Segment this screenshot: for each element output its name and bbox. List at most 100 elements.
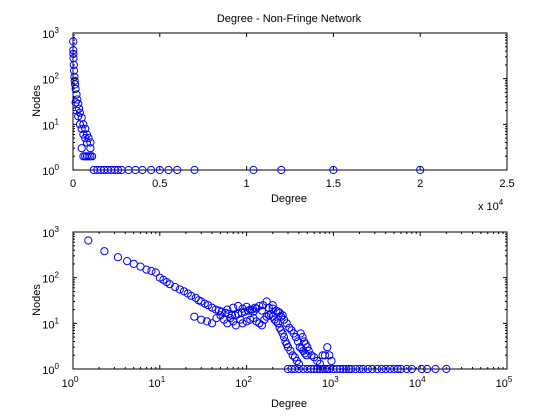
top-y-tick-exponent: 0 [55, 163, 60, 172]
bottom-y-tick-label: 100 [42, 362, 59, 377]
bottom-data-point [285, 323, 294, 332]
bottom-data-point [238, 319, 247, 328]
bottom-data-point [313, 356, 322, 366]
top-data-point [72, 90, 81, 99]
bottom-plot-area [72, 231, 508, 370]
bottom-data-point [327, 356, 336, 366]
bottom-data-point [325, 351, 334, 360]
bottom-data-point [282, 319, 291, 328]
top-x-multiplier-text: x 10 [478, 201, 499, 213]
bottom-y-tick-base: 10 [42, 228, 54, 240]
bottom-data-point [342, 364, 351, 374]
top-data-point [70, 76, 79, 85]
bottom-data-point [171, 283, 180, 292]
bottom-data-point [310, 364, 319, 374]
top-subplot: Degree - Non-Fringe Network 0 0.5 1 1.5 2 2.5… [31, 13, 515, 213]
bottom-y-tick-exponent: 1 [55, 316, 60, 325]
bottom-x-tick-base: 10 [409, 378, 421, 390]
bottom-data-point [238, 304, 247, 313]
top-data-point [72, 106, 81, 115]
top-data-point [74, 112, 83, 121]
bottom-data-point [202, 317, 212, 326]
bottom-data-point [339, 364, 348, 374]
bottom-data-point [313, 364, 322, 374]
bottom-data-point [268, 301, 277, 310]
bottom-data-point [298, 333, 307, 342]
top-y-tick-label: 102 [42, 72, 59, 87]
bottom-y-tick-base: 10 [42, 319, 54, 331]
bottom-data-point [277, 312, 286, 321]
bottom-data-point [347, 364, 356, 374]
bottom-y-tick-base: 10 [42, 365, 54, 377]
top-x-tick-labels: 0 0.5 1 1.5 2 2.5 [70, 33, 515, 190]
top-x-axis-label: Degree [271, 193, 307, 205]
bottom-data-point [423, 364, 432, 374]
bottom-data-point [381, 364, 390, 374]
top-data-point [86, 138, 95, 147]
top-x-tick-label: 2.5 [499, 178, 514, 190]
top-data-point [69, 66, 79, 75]
bottom-data-point [320, 351, 330, 360]
top-data-point [69, 49, 78, 58]
bottom-data-point [373, 364, 382, 374]
bottom-x-tick-exponent: 4 [421, 375, 426, 384]
top-y-tick-exponent: 3 [55, 26, 60, 35]
top-x-tick-label: 1.5 [326, 178, 341, 190]
top-x-tick-label: 0 [70, 178, 76, 190]
top-y-tick-exponent: 1 [55, 117, 60, 126]
bottom-data-point [255, 301, 264, 311]
bottom-y-tick-exponent: 3 [55, 225, 60, 234]
bottom-data-point [273, 319, 283, 328]
bottom-y-tick-label: 101 [42, 316, 59, 331]
bottom-data-point [175, 285, 184, 294]
top-data-point [249, 165, 258, 175]
bottom-data-point [323, 343, 332, 352]
bottom-x-tick-base: 10 [235, 378, 247, 390]
top-data-point [79, 120, 88, 129]
top-data-point [114, 165, 123, 175]
bottom-data-point [407, 364, 416, 374]
bottom-data-point [151, 268, 160, 277]
bottom-x-tick-exponent: 2 [247, 375, 252, 384]
bottom-data-point [84, 236, 93, 245]
top-x-tick-label: 0.5 [152, 178, 167, 190]
bottom-x-tick-exponent: 5 [508, 375, 513, 384]
bottom-x-tick-label: 104 [409, 375, 426, 390]
top-x-tick-label: 2 [417, 178, 423, 190]
bottom-x-tick-exponent: 1 [161, 375, 166, 384]
top-y-tick-exponent: 2 [55, 72, 60, 81]
bottom-y-tick-label: 103 [42, 225, 59, 240]
bottom-data-point [431, 364, 440, 374]
bottom-data-point [100, 247, 109, 256]
top-data-point [71, 80, 80, 89]
bottom-x-tick-base: 10 [322, 378, 334, 390]
bottom-data-point [288, 351, 297, 360]
bottom-data-point [355, 364, 364, 374]
bottom-data-point [187, 291, 196, 300]
top-data-point [173, 165, 182, 175]
bottom-x-tick-label: 101 [148, 375, 165, 390]
top-data-point [69, 60, 78, 70]
bottom-data-point [142, 265, 151, 274]
bottom-data-point [234, 301, 243, 311]
top-data-point [71, 98, 80, 107]
top-chart-title: Degree - Non-Fringe Network [217, 13, 362, 25]
bottom-data-point [300, 349, 309, 358]
bottom-data-point [208, 319, 217, 328]
bottom-y-tick-exponent: 2 [55, 271, 60, 280]
top-y-tick-label: 103 [42, 26, 59, 41]
bottom-y-tick-base: 10 [42, 274, 54, 286]
bottom-x-tick-label: 105 [496, 375, 513, 390]
bottom-data-point [229, 303, 238, 312]
top-data-point [138, 165, 147, 175]
bottom-data-point [123, 257, 132, 266]
bottom-data-point [250, 303, 260, 312]
bottom-data-point [257, 306, 266, 315]
bottom-data-point [272, 317, 281, 326]
bottom-y-axis-label: Nodes [31, 284, 43, 316]
top-data-point [77, 144, 86, 153]
bottom-data-point [417, 364, 426, 374]
bottom-data-point [336, 364, 345, 374]
bottom-data-point [368, 364, 377, 374]
